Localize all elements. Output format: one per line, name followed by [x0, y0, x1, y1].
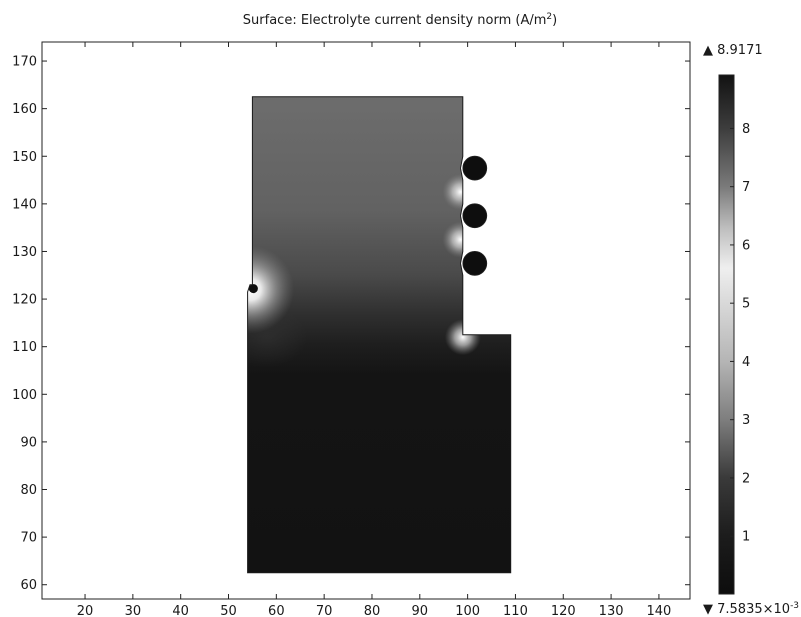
x-tick-label: 70 — [316, 604, 333, 617]
y-tick-label: 60 — [20, 578, 37, 593]
x-tick-label: 140 — [647, 604, 672, 617]
x-tick-label: 100 — [455, 604, 480, 617]
chart-title-sup: 2 — [546, 12, 552, 22]
y-axis-ticks: 60 70 80 90 100 110 120 130 140 150 160 170 — [12, 55, 690, 593]
y-tick-label: 100 — [12, 388, 37, 403]
colorbar-tick-label: 4 — [742, 355, 750, 370]
colorbar-tick-label: 2 — [742, 471, 750, 486]
electrode-bulge — [462, 251, 488, 276]
surface-field — [247, 96, 512, 574]
x-tick-label: 30 — [125, 604, 142, 617]
y-tick-label: 150 — [12, 150, 37, 165]
x-tick-label: 130 — [599, 604, 624, 617]
y-tick-label: 120 — [12, 293, 37, 308]
colorbar-min-label: ▼ 7.5835×10-3 — [703, 601, 799, 617]
x-tick-label: 80 — [364, 604, 381, 617]
plot-axes — [41, 41, 691, 600]
y-tick-label: 170 — [12, 55, 37, 70]
x-tick-label: 90 — [412, 604, 429, 617]
x-tick-label: 110 — [503, 604, 528, 617]
x-tick-label: 120 — [551, 604, 576, 617]
y-tick-label: 140 — [12, 197, 37, 212]
electrode-bulge — [462, 203, 488, 229]
geometry-outline — [247, 96, 512, 574]
y-tick-label: 130 — [12, 245, 37, 260]
y-tick-label: 160 — [12, 102, 37, 117]
colorbar-tick-label: 1 — [742, 530, 750, 545]
chart-title-main: Surface: Electrolyte current density nor… — [243, 13, 547, 28]
electrode-bulge — [462, 155, 488, 181]
colorbar-max-label: ▲ 8.9171 — [703, 43, 763, 58]
x-tick-label: 40 — [172, 604, 189, 617]
x-axis-ticks: 20 30 40 50 60 70 80 90 100 110 120 130 140 — [77, 42, 672, 617]
y-tick-label: 110 — [12, 340, 37, 355]
colorbar-tick-label: 3 — [742, 413, 750, 428]
left-notch — [248, 284, 258, 294]
chart-title: Surface: Electrolyte current density nor… — [243, 12, 557, 28]
colorbar-tick-label: 7 — [742, 180, 750, 195]
x-tick-label: 60 — [268, 604, 285, 617]
y-tick-label: 70 — [20, 531, 37, 546]
plot-frame — [41, 41, 691, 600]
y-tick-label: 80 — [20, 483, 37, 498]
y-tick-label: 90 — [20, 435, 37, 450]
x-tick-label: 20 — [77, 604, 94, 617]
x-tick-label: 50 — [220, 604, 237, 617]
colorbar-bar — [718, 74, 735, 595]
colorbar-tick-label: 8 — [742, 122, 750, 137]
colorbar-tick-label: 6 — [742, 238, 750, 253]
colorbar-tick-label: 5 — [742, 297, 750, 312]
field-shade — [247, 307, 307, 368]
chart-title-tail: ) — [552, 13, 557, 28]
colorbar: 1 2 3 4 5 6 7 8 ▲ 8.9171 ▼ 7.5835×10-3 — [703, 43, 799, 617]
